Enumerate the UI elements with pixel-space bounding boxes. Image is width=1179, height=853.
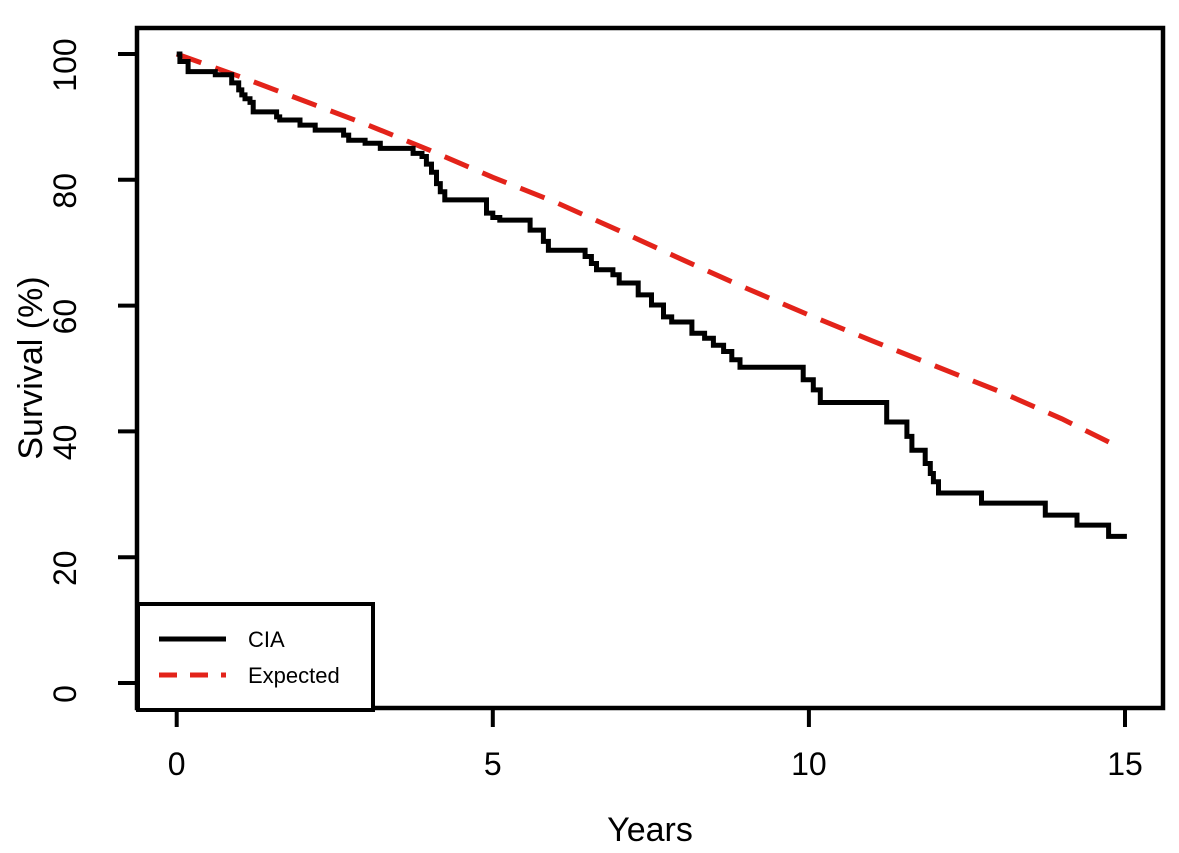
y-tick-label: 60 xyxy=(47,299,83,335)
legend-box xyxy=(136,602,375,712)
y-tick-label: 0 xyxy=(47,685,83,703)
y-tick-label: 80 xyxy=(47,173,83,209)
plot-border-box xyxy=(134,25,1166,711)
y-axis-ticks xyxy=(118,52,137,685)
y-tick-label: 20 xyxy=(47,550,83,586)
x-tick-label: 5 xyxy=(484,746,502,782)
legend-label-cia: CIA xyxy=(248,627,285,652)
x-tick-label: 15 xyxy=(1107,746,1143,782)
y-tick-label: 100 xyxy=(47,38,83,91)
legend: CIA Expected xyxy=(136,602,375,712)
y-tick-label: 40 xyxy=(47,425,83,461)
x-tick-label: 0 xyxy=(168,746,186,782)
x-axis-ticks xyxy=(174,708,1127,727)
legend-label-expected: Expected xyxy=(248,663,340,688)
x-axis-title: Years xyxy=(607,811,693,849)
cia-survival-step-line xyxy=(176,51,1127,539)
y-axis-tick-labels: 0 20 40 60 80 100 xyxy=(47,38,83,703)
expected-survival-dashed-line xyxy=(175,51,1122,451)
x-axis-tick-labels: 0 5 10 15 xyxy=(168,746,1143,782)
y-axis-title: Survival (%) xyxy=(12,276,50,459)
x-tick-label: 10 xyxy=(791,746,827,782)
